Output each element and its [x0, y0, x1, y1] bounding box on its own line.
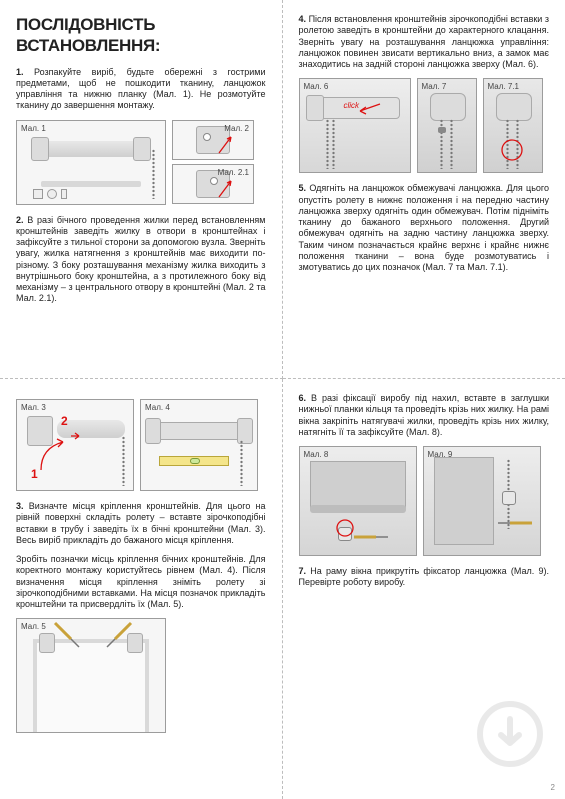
fig-3-label: Мал. 3 [21, 403, 46, 413]
step-5-body: Одягніть на ланцюжок обмежувачі ланцюжка… [299, 183, 550, 272]
fig-row-8-9: Мал. 8 Мал. 9 [299, 446, 550, 556]
watermark-icon [475, 699, 545, 769]
figure-7: Мал. 7 [417, 78, 477, 173]
fig-5-label: Мал. 5 [21, 622, 46, 632]
step-3a-body: Визначте місця кріплення кронштейнів. Дл… [16, 501, 266, 545]
step-1-body: Розпакуйте виріб, будьте обережні з гост… [16, 67, 266, 111]
figure-8: Мал. 8 [299, 446, 417, 556]
step-2-text: 2. В разі бічного проведення жилки перед… [16, 215, 266, 305]
step-2-num: 2. [16, 215, 24, 225]
figure-2: Мал. 2 [172, 120, 254, 160]
step-4-num: 4. [299, 14, 307, 24]
section-1-2: ПОСЛІДОВНІСТЬ ВСТАНОВЛЕННЯ: 1. Розпакуйт… [0, 0, 283, 379]
step-2-body: В разі бічного проведення жилки перед вс… [16, 215, 266, 304]
step-3-num: 3. [16, 501, 24, 511]
step-6-num: 6. [299, 393, 307, 403]
step-5-num: 5. [299, 183, 307, 193]
fig-row-6-7: Мал. 6 click Мал. 7 Мал. 7.1 [299, 78, 550, 173]
step-4-text: 4. Після встановлення кронштейнів зірочк… [299, 14, 550, 70]
callout-2: 2 [61, 414, 68, 429]
fig-row-3-4: Мал. 3 1 2 Мал. 4 [16, 399, 266, 491]
fig-6-label: Мал. 6 [304, 82, 329, 92]
fig-row-1: Мал. 1 Мал. 2 [16, 120, 266, 205]
page-number: 2 [551, 783, 555, 793]
figure-2-1: Мал. 2.1 [172, 164, 254, 204]
step-1-num: 1. [16, 67, 24, 77]
figure-1: Мал. 1 [16, 120, 166, 205]
fig-4-label: Мал. 4 [145, 403, 170, 413]
step-7-body: На раму вікна прикрутіть фіксатор ланцюж… [299, 566, 550, 587]
figure-6: Мал. 6 click [299, 78, 411, 173]
step-4-body: Після встановлення кронштейнів зірочкопо… [299, 14, 550, 69]
fig-8-label: Мал. 8 [304, 450, 329, 460]
figure-4: Мал. 4 [140, 399, 258, 491]
step-1-text: 1. Розпакуйте виріб, будьте обережні з г… [16, 67, 266, 112]
step-6-text: 6. В разі фіксації виробу під нахил, вст… [299, 393, 550, 438]
step-7-text: 7. На раму вікна прикрутіть фіксатор лан… [299, 566, 550, 589]
section-6-7: 6. В разі фіксації виробу під нахил, вст… [283, 379, 565, 799]
fig-21-label: Мал. 2.1 [218, 168, 249, 178]
step-7-num: 7. [299, 566, 307, 576]
fig-2-label: Мал. 2 [224, 124, 249, 134]
section-4-5: 4. Після встановлення кронштейнів зірочк… [283, 0, 565, 379]
figure-3: Мал. 3 1 2 [16, 399, 134, 491]
step-3a-text: 3. Визначте місця кріплення кронштейнів.… [16, 501, 266, 546]
fig-71-label: Мал. 7.1 [488, 82, 519, 92]
fig-7-label: Мал. 7 [422, 82, 447, 92]
fig-9-label: Мал. 9 [428, 450, 453, 460]
callout-1: 1 [31, 467, 38, 482]
figure-7-1: Мал. 7.1 [483, 78, 543, 173]
step-6-body: В разі фіксації виробу під нахил, вставт… [299, 393, 550, 437]
figure-9: Мал. 9 [423, 446, 541, 556]
step-3b-text: Зробіть позначки місць кріплення бічних … [16, 554, 266, 610]
page-title: ПОСЛІДОВНІСТЬ ВСТАНОВЛЕННЯ: [16, 14, 266, 57]
step-5-text: 5. Одягніть на ланцюжок обмежувачі ланцю… [299, 183, 550, 273]
fig-1-label: Мал. 1 [21, 124, 46, 134]
section-3: Мал. 3 1 2 Мал. 4 [0, 379, 283, 799]
instruction-page: ПОСЛІДОВНІСТЬ ВСТАНОВЛЕННЯ: 1. Розпакуйт… [0, 0, 565, 799]
figure-5: Мал. 5 [16, 618, 166, 733]
